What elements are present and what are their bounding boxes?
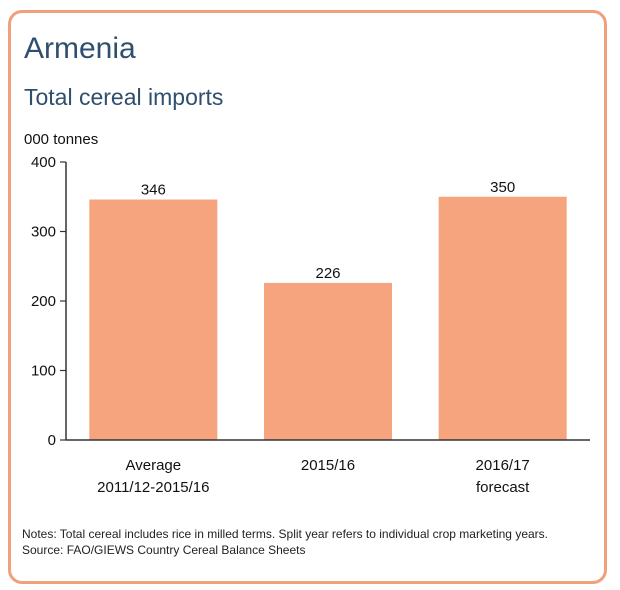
y-tick-label: 0 — [48, 432, 56, 449]
y-axis: 0 100 200 300 400 — [31, 154, 67, 449]
bar — [89, 199, 218, 440]
y-axis-unit-label: 000 tonnes — [24, 131, 98, 148]
bar-value-label: 350 — [490, 179, 515, 196]
chart-title: Armenia — [24, 32, 136, 65]
bars: 346 226 350 — [89, 179, 567, 440]
notes-text: Notes: Total cereal includes rice in mil… — [22, 527, 548, 541]
notes-section: Notes: Total cereal includes rice in mil… — [22, 526, 592, 558]
bar-value-label: 346 — [141, 182, 166, 199]
x-category-label: Average — [126, 457, 182, 474]
x-category-label: forecast — [476, 479, 530, 496]
bar-value-label: 226 — [315, 265, 340, 282]
bar — [264, 282, 392, 440]
x-category-label: 2015/16 — [301, 457, 355, 474]
x-category-label: 2011/12-2015/16 — [97, 479, 209, 496]
y-tick-label: 300 — [31, 224, 56, 241]
bar — [438, 196, 567, 440]
chart-subtitle: Total cereal imports — [24, 84, 224, 110]
source-text: Source: FAO/GIEWS Country Cereal Balance… — [22, 543, 306, 557]
x-category-label: 2016/17 — [476, 457, 530, 474]
y-tick-label: 100 — [31, 363, 56, 380]
x-axis: Average 2011/12-2015/16 2015/16 2016/17 fore… — [66, 439, 590, 496]
y-tick-label: 400 — [31, 154, 56, 171]
y-tick-label: 200 — [31, 293, 56, 310]
